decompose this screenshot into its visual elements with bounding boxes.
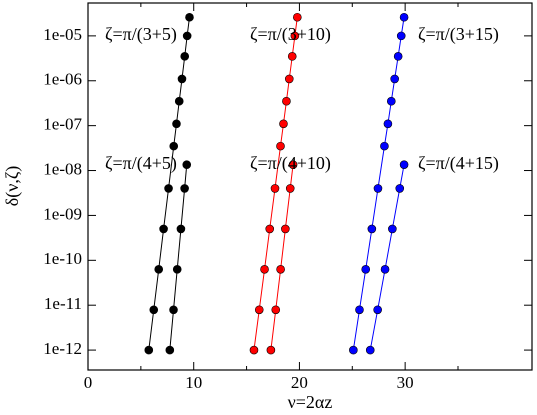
point (174, 96, 184, 106)
point (165, 345, 175, 355)
x-tick-label: 20 (291, 373, 308, 392)
point (399, 12, 409, 22)
series-line (148, 17, 190, 351)
x-tick-label: 0 (84, 373, 93, 392)
y-tick-label: 1e-11 (44, 294, 82, 313)
series-label: ζ=π/(3+10) (250, 24, 331, 45)
point (276, 141, 285, 151)
point (154, 265, 164, 274)
point (361, 265, 371, 274)
y-tick-label: 1e-12 (43, 339, 82, 358)
point (169, 305, 178, 315)
series-label: ζ=π/(4+15) (418, 153, 499, 174)
point (182, 160, 192, 169)
point (390, 74, 399, 84)
point (287, 52, 297, 61)
point (270, 184, 280, 193)
point (149, 305, 159, 315)
point (271, 305, 281, 315)
y-axis-label: δ(ν,ζ) (2, 166, 23, 207)
point (180, 52, 190, 61)
point (172, 265, 182, 274)
series-label: ζ=π/(4+5) (105, 153, 177, 174)
point (276, 265, 285, 274)
point (373, 305, 382, 315)
point (281, 224, 290, 234)
point (367, 224, 377, 234)
series-label: ζ=π/(3+15) (418, 24, 499, 45)
point (349, 345, 358, 355)
point (290, 31, 300, 41)
point (144, 345, 154, 355)
point (395, 184, 405, 193)
point (293, 12, 302, 22)
point (176, 224, 186, 234)
y-tick-label: 1e-10 (43, 249, 82, 268)
y-tick-label: 1e-05 (43, 25, 82, 44)
point (177, 74, 187, 84)
point (182, 31, 192, 41)
point (285, 184, 295, 193)
point (380, 265, 390, 274)
point (249, 345, 259, 355)
point (288, 160, 298, 169)
series-label: ζ=π/(4+10) (250, 153, 331, 174)
point (266, 345, 276, 355)
point (260, 265, 269, 274)
point (396, 31, 406, 41)
point (399, 160, 409, 169)
point (254, 305, 264, 315)
x-tick-label: 10 (185, 373, 202, 392)
point (383, 119, 393, 129)
point (282, 96, 291, 106)
point (172, 119, 181, 129)
point (355, 305, 364, 315)
point (164, 184, 173, 193)
point (388, 224, 397, 234)
series-line (352, 17, 405, 351)
point (159, 224, 168, 234)
y-tick-label: 1e-09 (43, 204, 82, 223)
point (380, 141, 389, 151)
x-tick-label: 30 (397, 373, 414, 392)
point (373, 184, 383, 193)
point (386, 96, 396, 106)
point (365, 345, 375, 355)
y-tick-label: 1e-08 (43, 159, 82, 178)
point (265, 224, 275, 234)
series-label: ζ=π/(3+5) (105, 24, 177, 45)
point (393, 52, 403, 61)
point (284, 74, 294, 84)
point (279, 119, 288, 129)
point (180, 184, 189, 193)
point (169, 141, 179, 151)
x-axis-label: ν=2αz (288, 392, 333, 412)
y-tick-label: 1e-06 (43, 70, 82, 89)
plot-frame (87, 2, 533, 371)
y-tick-label: 1e-07 (43, 115, 82, 134)
point (185, 12, 194, 22)
